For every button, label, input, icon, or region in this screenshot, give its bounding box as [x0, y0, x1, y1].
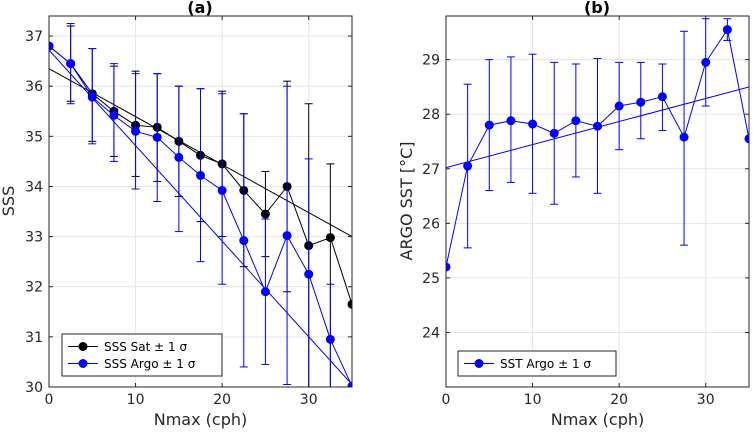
y-tick-label: 33: [25, 230, 43, 246]
x-axis-label: Nmax (cph): [154, 410, 248, 429]
data-point: [260, 287, 270, 297]
legend-label: SST Argo ± 1 σ: [500, 357, 591, 371]
legend-box: [61, 333, 223, 377]
y-tick-label: 27: [422, 162, 440, 178]
data-point: [87, 92, 97, 102]
panel-title: (b): [584, 0, 610, 17]
y-axis-label: ARGO SST [°C]: [397, 142, 416, 261]
data-point: [701, 57, 711, 67]
legend-entry: SST Argo ± 1 σ: [464, 357, 591, 371]
legend: SST Argo ± 1 σ: [457, 350, 617, 377]
y-tick-label: 29: [422, 53, 440, 69]
y-tick-label: 25: [422, 271, 440, 287]
x-tick-label: 20: [213, 392, 231, 408]
legend-label: SSS Sat ± 1 σ: [104, 340, 187, 354]
data-point: [463, 161, 473, 171]
data-point: [744, 134, 749, 144]
y-tick-label: 28: [422, 107, 440, 123]
plot-content: [49, 23, 352, 387]
y-tick-label: 26: [422, 216, 440, 232]
legend-swatch-marker: [474, 359, 484, 368]
data-point: [571, 116, 581, 126]
panel-b: 0 10 20 30 24 25 26 27 28 29 Nmax (cph) ARGO SST [°…: [397, 0, 750, 429]
data-point: [528, 119, 538, 129]
y-tick-label: 36: [25, 79, 43, 95]
x-tick-label: 30: [697, 392, 715, 408]
data-point: [109, 110, 119, 120]
axes-frame: [445, 15, 750, 388]
panel-title: (a): [187, 0, 212, 17]
data-point: [549, 128, 559, 138]
data-point: [722, 25, 732, 35]
legend-swatch-marker: [78, 359, 88, 368]
y-tick-label: 37: [25, 29, 43, 45]
y-axis-label: SSS: [0, 186, 18, 216]
y-tick-label: 32: [25, 280, 43, 296]
plot-content: [446, 18, 749, 272]
data-point: [196, 170, 205, 180]
data-point: [657, 92, 667, 102]
x-tick-label: 0: [45, 392, 54, 408]
y-tick-label: 34: [25, 179, 43, 195]
data-point: [325, 334, 335, 344]
data-point: [506, 116, 516, 126]
legend-entry: SSS Argo ± 1 σ: [68, 357, 196, 371]
x-axis-label: Nmax (cph): [551, 410, 645, 429]
data-point: [49, 41, 54, 51]
legend: SSS Sat ± 1 σ SSS Argo ± 1 σ: [61, 333, 223, 377]
data-point: [347, 299, 352, 309]
data-point: [174, 152, 184, 162]
data-point: [614, 101, 624, 111]
data-point: [446, 262, 451, 272]
data-point: [325, 233, 335, 243]
data-point: [66, 59, 76, 69]
axes-frame: [48, 15, 353, 388]
data-point: [593, 121, 602, 131]
data-point: [131, 126, 141, 136]
panel-a: 0 10 20 30 30 31 32 33 34 35 36 37 Nmax (cph) SSS (a) S…: [0, 0, 353, 429]
data-point: [282, 231, 292, 241]
legend-swatch-marker: [78, 342, 88, 351]
y-tick-label: 30: [25, 380, 43, 396]
data-point: [304, 269, 314, 279]
legend-label: SSS Argo ± 1 σ: [104, 357, 196, 371]
series-0: [446, 18, 749, 272]
data-point: [217, 185, 227, 195]
data-point: [239, 236, 249, 246]
data-point: [347, 381, 352, 387]
x-tick-label: 10: [127, 392, 145, 408]
x-tick-label: 10: [524, 392, 542, 408]
data-point: [636, 97, 646, 107]
data-point: [484, 120, 494, 130]
y-tick-label: 31: [25, 330, 43, 346]
data-point: [679, 132, 689, 142]
x-tick-label: 30: [300, 392, 318, 408]
legend-entry: SSS Sat ± 1 σ: [68, 340, 187, 354]
x-tick-label: 20: [610, 392, 628, 408]
data-point: [152, 132, 162, 142]
y-tick-label: 35: [25, 129, 43, 145]
y-tick-label: 24: [422, 325, 440, 341]
x-tick-label: 0: [442, 392, 451, 408]
data-point: [260, 209, 270, 219]
series-1: [49, 23, 352, 387]
